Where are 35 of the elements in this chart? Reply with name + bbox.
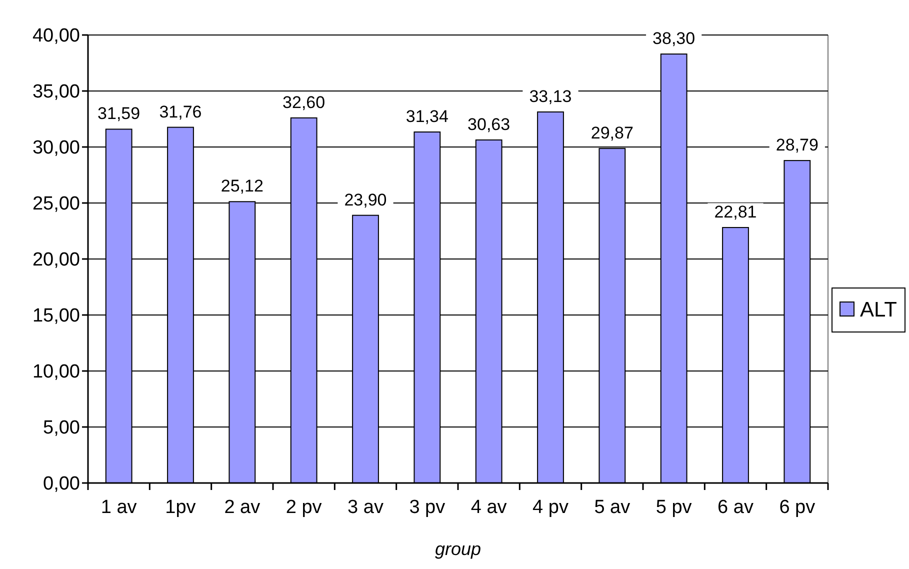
y-tick-label: 30,00 — [32, 138, 80, 159]
data-label: 32,60 — [282, 92, 326, 112]
x-tick-label: 2 av — [224, 497, 261, 518]
data-label: 22,81 — [714, 202, 757, 222]
x-tick-label: 5 pv — [656, 497, 692, 518]
y-tick-label: 10,00 — [32, 362, 80, 383]
x-tick-label: 2 pv — [286, 497, 322, 518]
y-tick-label: 20,00 — [32, 250, 80, 271]
y-tick-label: 35,00 — [32, 82, 80, 103]
x-tick-label: 3 av — [348, 497, 384, 518]
x-tick-label: 3 pv — [409, 497, 446, 518]
x-tick-label: 6 av — [718, 497, 754, 518]
data-label: 31,59 — [98, 104, 140, 124]
y-tick-label: 5,00 — [43, 418, 80, 439]
data-label: 31,76 — [159, 102, 202, 122]
y-tick-label: 25,00 — [32, 194, 80, 215]
x-tick-label: 1 av — [100, 497, 138, 518]
x-tick-label: 5 av — [594, 497, 631, 518]
data-label: 23,90 — [344, 190, 387, 210]
data-label: 30,63 — [468, 114, 510, 134]
data-label: 29,87 — [590, 123, 634, 142]
x-axis-title: group — [434, 539, 482, 559]
y-tick-label: 40,00 — [32, 26, 80, 47]
data-label: 38,30 — [652, 29, 696, 48]
data-label: 33,13 — [529, 86, 572, 106]
data-label: 31,34 — [406, 106, 448, 126]
y-tick-label: 15,00 — [32, 306, 80, 327]
y-tick-label: 0,00 — [43, 474, 80, 495]
data-label: 28,79 — [776, 136, 818, 155]
x-tick-label: 4 av — [470, 497, 508, 518]
x-tick-label: 6 pv — [779, 497, 816, 518]
x-tick-label: 1pv — [165, 497, 196, 518]
x-tick-label: 4 pv — [532, 497, 569, 518]
data-label: 25,12 — [220, 176, 264, 196]
legend-label: ALT — [860, 298, 898, 322]
